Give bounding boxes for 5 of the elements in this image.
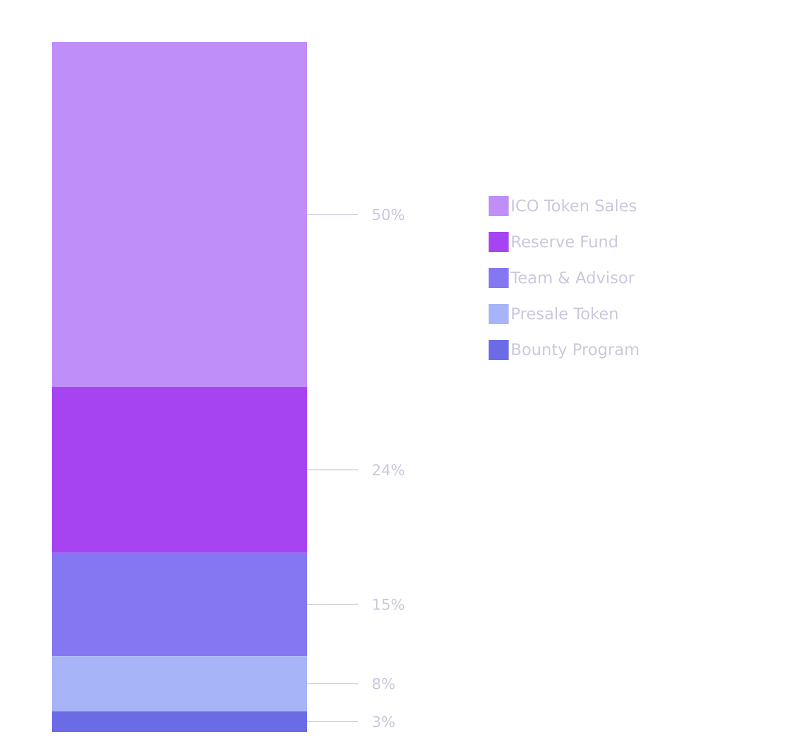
bar bbox=[52, 386, 307, 553]
bar bbox=[52, 711, 307, 732]
bar bbox=[52, 656, 307, 712]
bar bbox=[52, 552, 307, 656]
bar bbox=[52, 42, 307, 387]
